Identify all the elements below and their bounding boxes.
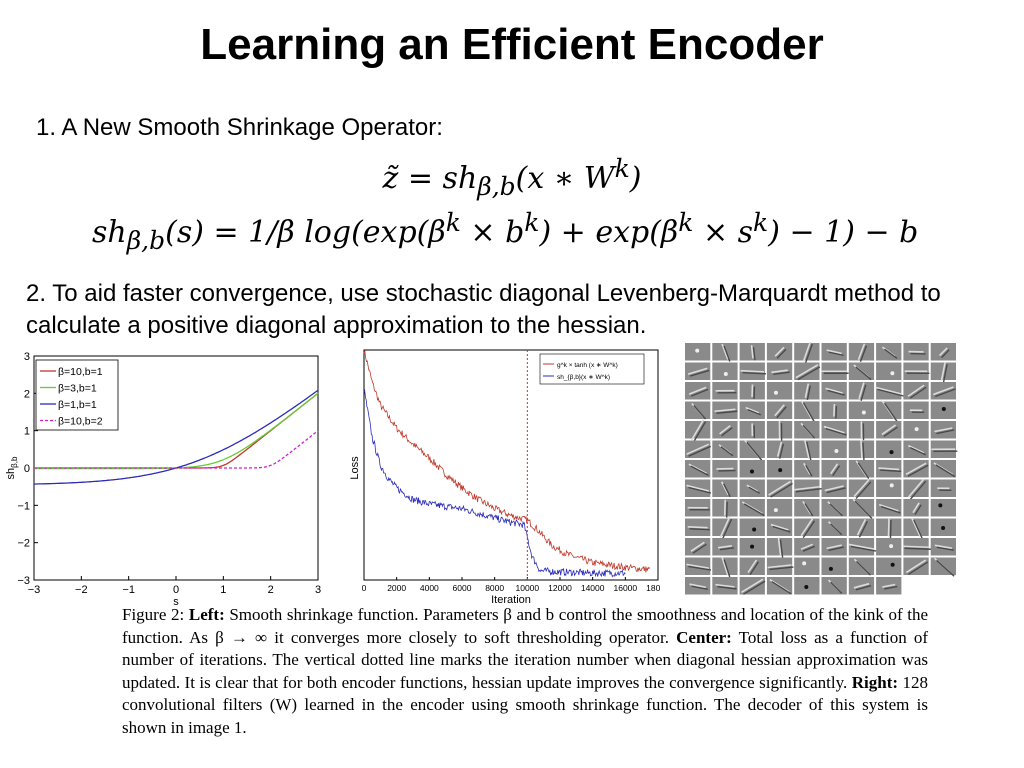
filter-tile: [848, 401, 875, 419]
y-tick-label: 0: [24, 463, 30, 475]
x-tick-label: 1: [220, 584, 226, 596]
x-tick-label: 12000: [548, 583, 572, 593]
x-tick-label: −1: [122, 584, 135, 596]
equation-encoder: z̃ = shβ,b(x ∗ Wk): [382, 154, 642, 201]
filter-grid-image: [684, 342, 958, 596]
caption-left-text: Smooth shrinkage function. Parameters β …: [122, 605, 929, 647]
caption-center-label: Center:: [676, 627, 732, 647]
series-line: [363, 389, 626, 578]
legend-box: [539, 353, 645, 385]
filter-tile: [712, 362, 738, 380]
legend-label: g^k × tanh (x ∗ W^k): [557, 362, 618, 369]
filter-tile: [876, 557, 902, 575]
x-tick-label: 0: [362, 583, 367, 593]
y-tick-label: −2: [17, 538, 30, 550]
bullet-levenberg-marquardt: 2. To aid faster convergence, use stocha…: [26, 280, 941, 339]
filter-tile: [739, 518, 765, 536]
x-tick-label: 14000: [581, 583, 605, 593]
filter-tile: [876, 538, 902, 556]
filter-tile: [821, 557, 847, 575]
equation-shrinkage: shβ,b(s) = 1/β log(exp(βk × bk) + exp(βk…: [92, 208, 919, 255]
legend-box: [35, 359, 119, 431]
filter-tile: [739, 460, 765, 478]
caption-right-text: 128 convolutional filters (W) learned in…: [122, 672, 928, 737]
x-tick-label: −2: [75, 584, 88, 596]
slide-title: Learning an Efficient Encoder: [200, 20, 824, 69]
x-tick-label: 2: [268, 584, 274, 596]
shrinkage-chart: −3 −2 −1 0 1 2 3 3 2 1 0 −1 −2 −3 s shβ,b β=10,b=1 β=3,b=…: [5, 351, 321, 606]
x-tick-label: 18000: [646, 583, 660, 593]
filter-tile: [794, 557, 820, 575]
caption-left-label: Left:: [188, 605, 225, 624]
legend-label: β=3,b=1: [58, 383, 97, 395]
y-tick-label: 3: [24, 351, 30, 363]
plot-frame: [363, 349, 659, 581]
filter-tile: [876, 362, 902, 380]
x-tick-label: 3: [315, 584, 321, 596]
x-axis-label: s: [173, 596, 179, 606]
loss-chart: 0 2000 4000 6000 8000 10000 12000 14000 16000 180…: [349, 349, 660, 606]
filter-tile: [766, 382, 793, 400]
x-tick-label: −3: [28, 584, 41, 596]
filter-tile: [876, 479, 902, 497]
filter-tile: [766, 499, 793, 517]
y-axis-label: shβ,b: [5, 456, 19, 479]
y-tick-label: −1: [17, 500, 30, 512]
y-tick-label: 2: [24, 388, 30, 400]
filter-tile: [930, 499, 956, 517]
legend-label: β=10,b=1: [58, 366, 103, 378]
series-line: [363, 350, 651, 573]
filter-tile: [821, 440, 847, 458]
y-tick-label: −3: [17, 575, 30, 587]
x-axis-label: Iteration: [491, 594, 531, 606]
x-tick-label: 0: [173, 584, 179, 596]
filter-tile: [876, 440, 902, 458]
y-tick-label: 1: [24, 426, 30, 438]
x-tick-label: 2000: [387, 583, 406, 593]
x-tick-label: 6000: [453, 583, 472, 593]
x-tick-label: 10000: [516, 583, 540, 593]
legend-label: sh_{β,b}(x ∗ W^k): [557, 374, 610, 381]
caption-center-text: Total loss as a function of number of it…: [122, 627, 928, 692]
legend-label: β=1,b=1: [58, 399, 97, 411]
caption-figure-number: Figure 2:: [122, 605, 185, 624]
figure-caption: Figure 2: Left: Smooth shrinkage functio…: [122, 604, 928, 739]
bullet-shrinkage-operator: 1. A New Smooth Shrinkage Operator:: [36, 114, 443, 141]
series-line: [34, 430, 319, 469]
y-axis-label: Loss: [349, 456, 361, 480]
x-tick-label: 4000: [420, 583, 439, 593]
x-tick-label: 16000: [614, 583, 638, 593]
legend-label: β=10,b=2: [58, 416, 103, 428]
x-tick-label: 8000: [485, 583, 504, 593]
caption-right-label: Right:: [851, 672, 899, 692]
